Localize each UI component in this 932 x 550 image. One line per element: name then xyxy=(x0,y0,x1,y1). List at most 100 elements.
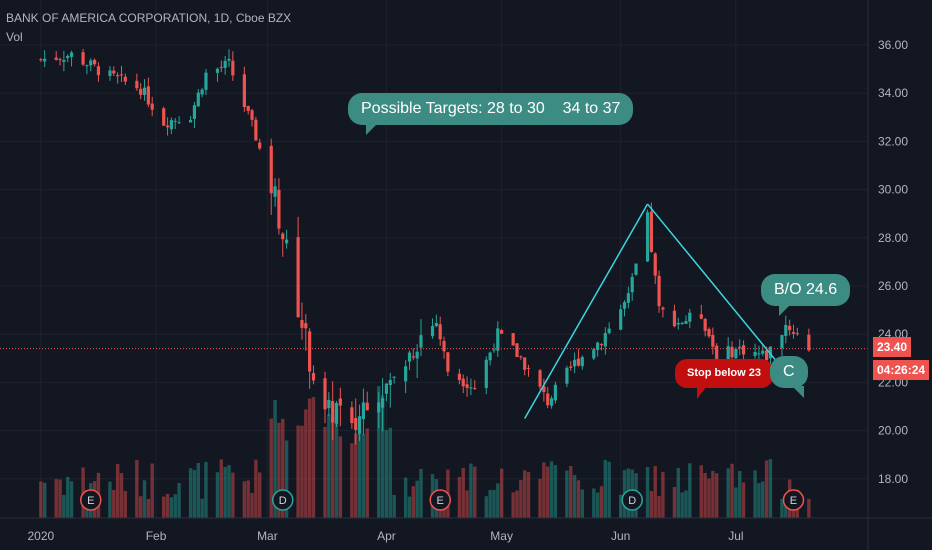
targets-callout[interactable]: Possible Targets: 28 to 30 34 to 37 xyxy=(348,93,634,135)
volume-bar xyxy=(546,466,550,518)
volume-bar xyxy=(138,496,143,518)
candle-body xyxy=(569,366,573,368)
volume-bar xyxy=(58,479,62,518)
volume-bar xyxy=(62,494,66,518)
volume-bar xyxy=(296,425,300,518)
volume-bar xyxy=(768,459,773,518)
candle-body xyxy=(254,119,258,141)
candle-body xyxy=(715,345,719,362)
candle-body xyxy=(142,87,147,95)
candle-body xyxy=(688,312,692,322)
candle-body xyxy=(177,122,181,124)
volume-bar xyxy=(384,429,389,518)
y-tick-label: 34.00 xyxy=(878,86,908,100)
candle-body xyxy=(377,402,381,413)
candle-body xyxy=(331,401,335,423)
candle-body xyxy=(66,55,70,59)
volume-bar xyxy=(618,494,623,518)
candle-body xyxy=(39,59,43,61)
volume-bar xyxy=(169,497,174,518)
grid xyxy=(0,0,868,518)
candle-body xyxy=(112,70,116,74)
y-tick-label: 18.00 xyxy=(878,472,908,486)
candle-body xyxy=(795,333,799,335)
candle-body xyxy=(645,212,650,262)
volume-bar xyxy=(461,467,465,518)
volume-bar xyxy=(354,433,358,518)
volume-bar xyxy=(764,460,769,518)
candle-body xyxy=(96,66,101,76)
event-marker-label: E xyxy=(790,495,797,507)
volume-bar xyxy=(361,434,366,518)
candle-body xyxy=(354,418,358,431)
volume-bar xyxy=(599,486,604,518)
volume-bar xyxy=(688,463,692,518)
volume-bar xyxy=(661,471,665,518)
candle-body xyxy=(573,359,577,367)
volume-bar xyxy=(511,492,515,518)
candle-body xyxy=(596,342,600,350)
candle-body xyxy=(607,328,611,334)
candle-body xyxy=(135,80,139,89)
volume-bar xyxy=(392,494,396,518)
volume-bar xyxy=(496,483,500,518)
volume-bar xyxy=(200,498,204,518)
volume-bar xyxy=(215,472,220,518)
volume-bars xyxy=(39,386,811,518)
candle-body xyxy=(565,367,569,384)
candle-body xyxy=(419,335,423,348)
candle-body xyxy=(649,211,653,252)
y-tick-label: 36.00 xyxy=(878,38,908,52)
volume-bar xyxy=(403,477,408,518)
candle-body xyxy=(250,110,254,120)
volume-bar xyxy=(569,465,573,518)
volume-bar xyxy=(380,395,385,518)
volume-bar xyxy=(465,490,469,518)
wave-callout[interactable]: C xyxy=(770,356,808,398)
event-marker-label: E xyxy=(437,495,444,507)
volume-bar xyxy=(542,462,546,518)
volume-bar xyxy=(519,480,523,518)
volume-label: Vol xyxy=(6,30,23,44)
volume-bar xyxy=(499,468,504,518)
volume-bar xyxy=(549,461,554,518)
candle-body xyxy=(93,59,97,65)
stop-callout[interactable]: Stop below 23 xyxy=(675,359,773,399)
breakout-callout[interactable]: B/O 24.6 xyxy=(761,274,851,316)
candle-body xyxy=(511,333,515,346)
candle-body xyxy=(277,189,281,229)
candle-body xyxy=(657,275,661,307)
volume-bar xyxy=(323,426,327,518)
candle-body xyxy=(500,330,504,334)
volume-bar xyxy=(54,479,58,518)
volume-bar xyxy=(492,489,496,518)
event-marker-circle xyxy=(80,489,102,511)
volume-bar xyxy=(684,490,688,518)
volume-bar xyxy=(580,489,584,518)
candle-body xyxy=(411,356,415,358)
stop-text: Stop below 23 xyxy=(675,359,773,388)
volume-bar xyxy=(415,480,419,518)
volume-bar xyxy=(246,480,250,518)
candle-body xyxy=(242,74,246,108)
volume-bar xyxy=(469,463,473,518)
volume-bar xyxy=(334,408,339,518)
volume-bar xyxy=(741,482,746,518)
targets-text: Possible Targets: 28 to 30 34 to 37 xyxy=(348,93,634,125)
candle-body xyxy=(707,328,711,337)
candle-body xyxy=(119,74,124,76)
callout-pointer xyxy=(366,123,378,135)
event-marker-label: D xyxy=(279,495,287,507)
candle-body xyxy=(484,359,488,388)
volume-bar xyxy=(165,493,170,518)
volume-bar xyxy=(738,470,742,518)
candle-body xyxy=(219,66,223,68)
candle-body xyxy=(780,335,784,349)
candle-body xyxy=(496,328,500,351)
candle-body xyxy=(807,334,811,351)
volume-bar xyxy=(258,472,262,518)
candle-body xyxy=(761,350,765,354)
